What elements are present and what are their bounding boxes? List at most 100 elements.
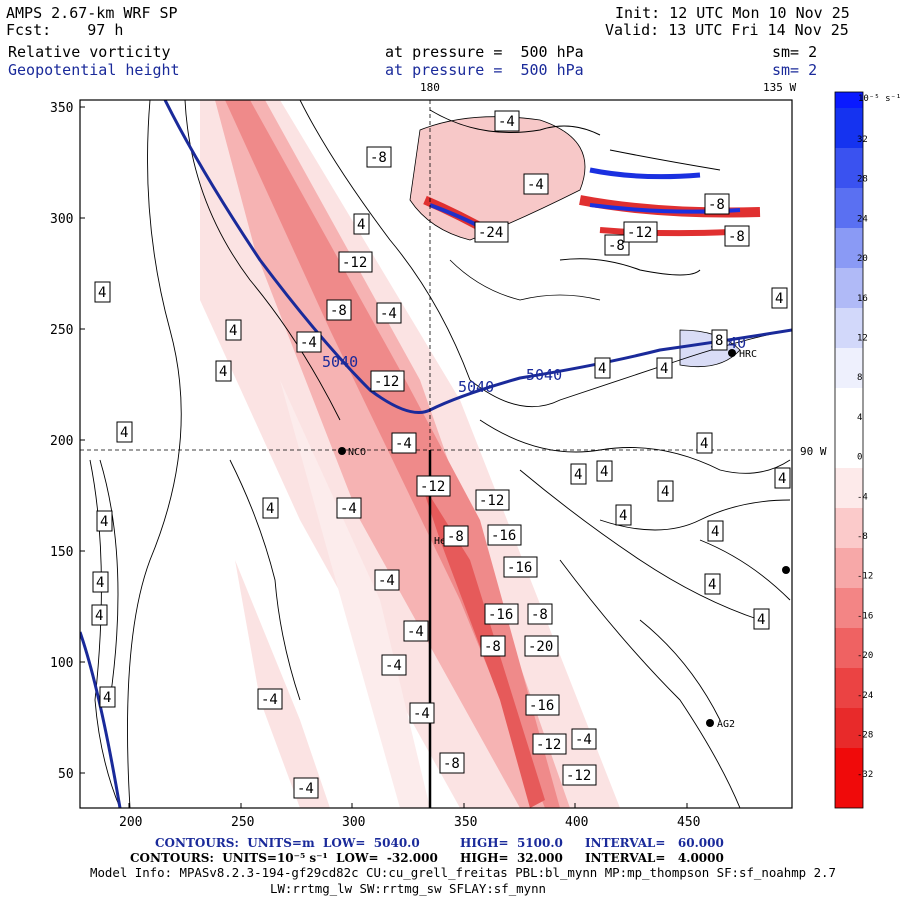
contour-label-box: [487, 524, 522, 546]
contour-label-box: [409, 702, 435, 724]
colorbar-tick-label: -28: [857, 731, 873, 741]
contour-label: -16: [507, 560, 532, 576]
contour-label-box: [338, 251, 373, 273]
contour-label-box: [391, 432, 417, 454]
colorbar-tick-label: 0: [857, 453, 862, 463]
contour-label-box: [296, 331, 322, 353]
contour-label: -4: [575, 732, 592, 748]
contour-label-box: [523, 173, 549, 195]
contour-label: -4: [407, 624, 424, 640]
pressure-label-1: at pressure = 500 hPa: [385, 43, 584, 61]
contour-label-box: [374, 569, 400, 591]
contour-label-box: [381, 654, 407, 676]
station-label: AG2: [717, 719, 735, 730]
colorbar-tick-label: 24: [857, 214, 868, 224]
colorbar-tick-label: -4: [857, 492, 868, 502]
contour-label-box: [475, 489, 510, 511]
contour-label: 4: [757, 612, 765, 628]
contour-label: 4: [219, 364, 227, 380]
forecast-hour: Fcst: 97 h: [6, 21, 124, 39]
contour-label: -8: [484, 639, 501, 655]
contour-label-box: [562, 764, 597, 786]
contour-label: -8: [370, 150, 387, 166]
contour-label: 4: [96, 575, 104, 591]
y-tick-label: 100: [50, 656, 73, 671]
contour-label-box: [439, 752, 465, 774]
colorbar-unit: 10⁻⁵ s⁻¹: [858, 94, 900, 104]
contour-label: -4: [378, 573, 395, 589]
contour-label-box: [353, 213, 370, 235]
lon-label-top-right: 135 W: [763, 81, 797, 94]
colorbar-tick-label: -24: [857, 691, 873, 701]
contour-label: -4: [395, 436, 412, 452]
contour-label-box: [527, 603, 553, 625]
contour-label: -24: [478, 225, 503, 241]
contour-label: -4: [380, 306, 397, 322]
footer-vort-interval: INTERVAL= 4.0000: [585, 851, 724, 865]
contour-label-box: [326, 299, 352, 321]
contour-label: 4: [95, 608, 103, 624]
station-dot: [706, 719, 714, 727]
contour-label-box: [570, 463, 587, 485]
station-dot: [782, 566, 790, 574]
contour-label-box: [480, 635, 506, 657]
contour-label: 4: [619, 508, 627, 524]
height-label: 5040: [458, 378, 494, 396]
contour-label-box: [656, 357, 673, 379]
colorbar-tick-label: -16: [857, 611, 873, 621]
height-label: 5040: [526, 366, 562, 384]
x-tick-label: 350: [454, 815, 477, 830]
contour-label-box: [403, 620, 429, 642]
contour-label: 4: [103, 690, 111, 706]
contour-label-box: [503, 556, 538, 578]
contour-label: -4: [297, 781, 314, 797]
contour-label-box: [771, 287, 788, 309]
contour-label-box: [443, 525, 469, 547]
contour-label-box: [215, 360, 232, 382]
contour-label-box: [525, 694, 560, 716]
colorbar-tick-label: 16: [857, 294, 868, 304]
contour-label-box: [376, 302, 402, 324]
contour-label: -4: [340, 501, 357, 517]
contour-label-box: [571, 728, 597, 750]
colorbar-tick-label: -20: [857, 651, 873, 661]
contour-label: 4: [700, 436, 708, 452]
contour-label-box: [116, 421, 133, 443]
contour-label: -12: [536, 737, 561, 753]
contour-label-box: [724, 225, 750, 247]
contour-label-box: [336, 497, 362, 519]
smoothing-label-2: sm= 2: [772, 61, 818, 79]
colorbar-tick-label: -12: [857, 572, 873, 582]
colorbar-tick-label: 4: [857, 413, 862, 423]
contour-label: 4: [574, 467, 582, 483]
contour-label: 4: [775, 291, 783, 307]
y-tick-label: 350: [50, 101, 73, 116]
y-tick-label: 250: [50, 323, 73, 338]
contour-label: 4: [100, 514, 108, 530]
contour-label: -12: [420, 479, 445, 495]
model-title: AMPS 2.67-km WRF SP: [6, 4, 178, 22]
contour-label-box: [99, 686, 116, 708]
contour-label: 4: [98, 285, 106, 301]
contour-label: -16: [491, 528, 516, 544]
contour-label: 8: [715, 333, 723, 349]
contour-label-box: [604, 234, 630, 256]
contour-label-box: [370, 370, 405, 392]
footer-vort-high: HIGH= 32.000: [460, 851, 563, 865]
contour-label: 4: [229, 323, 237, 339]
contour-label: -12: [374, 374, 399, 390]
contour-label-box: [225, 319, 242, 341]
vorticity-band-weak-mid: [280, 380, 430, 808]
contour-label-box: [416, 475, 451, 497]
colorbar-tick-label: 28: [857, 175, 868, 185]
contour-label: 4: [600, 464, 608, 480]
footer-vort-contours: CONTOURS: UNITS=10⁻⁵ s⁻¹ LOW= -32.000: [130, 851, 438, 865]
contour-label-box: [92, 571, 109, 593]
contour-label-box: [615, 504, 632, 526]
contour-label-box: [366, 146, 392, 168]
contour-label-box: [494, 110, 520, 132]
contour-label: 4: [266, 501, 274, 517]
contour-label-box: [262, 497, 279, 519]
contour-label-box: [96, 510, 113, 532]
contour-label: 4: [598, 361, 606, 377]
